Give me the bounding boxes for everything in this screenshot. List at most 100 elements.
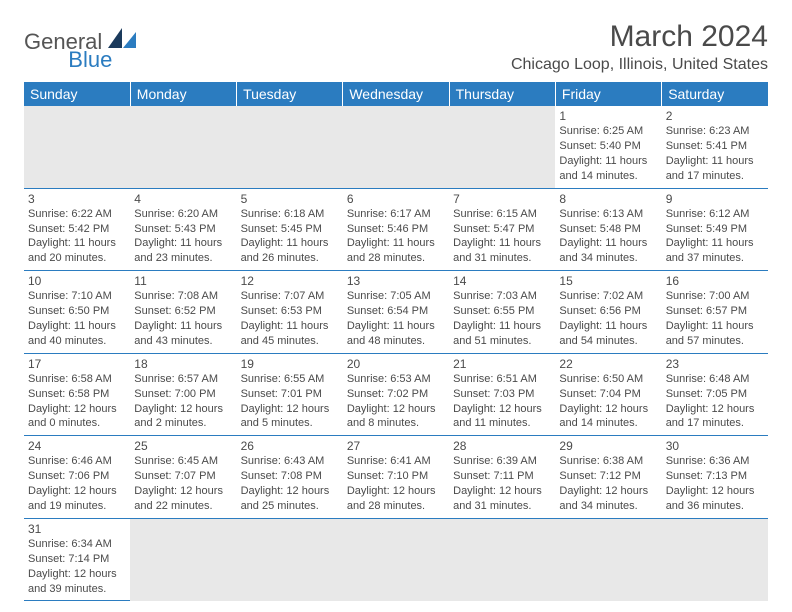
sunset-text: Sunset: 6:56 PM: [559, 304, 657, 319]
sunset-text: Sunset: 7:14 PM: [28, 552, 126, 567]
sunset-text: Sunset: 6:50 PM: [28, 304, 126, 319]
daylight-text: Daylight: 12 hours and 5 minutes.: [241, 402, 339, 432]
daylight-text: Daylight: 12 hours and 25 minutes.: [241, 484, 339, 514]
sunset-text: Sunset: 6:53 PM: [241, 304, 339, 319]
day-cell: 7Sunrise: 6:15 AMSunset: 5:47 PMDaylight…: [449, 188, 555, 271]
day-cell: [449, 106, 555, 188]
day-number: 11: [134, 273, 232, 289]
daylight-text: Daylight: 11 hours and 48 minutes.: [347, 319, 445, 349]
sunrise-text: Sunrise: 6:34 AM: [28, 537, 126, 552]
day-number: 17: [28, 356, 126, 372]
day-cell: 29Sunrise: 6:38 AMSunset: 7:12 PMDayligh…: [555, 436, 661, 519]
day-number: 4: [134, 191, 232, 207]
daylight-text: Daylight: 11 hours and 14 minutes.: [559, 154, 657, 184]
daylight-text: Daylight: 12 hours and 0 minutes.: [28, 402, 126, 432]
day-number: 14: [453, 273, 551, 289]
day-header-monday: Monday: [130, 82, 236, 106]
sunset-text: Sunset: 7:06 PM: [28, 469, 126, 484]
daylight-text: Daylight: 11 hours and 51 minutes.: [453, 319, 551, 349]
sunrise-text: Sunrise: 6:38 AM: [559, 454, 657, 469]
sunset-text: Sunset: 6:52 PM: [134, 304, 232, 319]
day-number: 9: [666, 191, 764, 207]
day-number: 5: [241, 191, 339, 207]
day-header-row: Sunday Monday Tuesday Wednesday Thursday…: [24, 82, 768, 106]
calendar-table: Sunday Monday Tuesday Wednesday Thursday…: [24, 82, 768, 601]
sunrise-text: Sunrise: 6:50 AM: [559, 372, 657, 387]
day-number: 31: [28, 521, 126, 537]
sunrise-text: Sunrise: 6:12 AM: [666, 207, 764, 222]
daylight-text: Daylight: 11 hours and 26 minutes.: [241, 236, 339, 266]
week-row: 1Sunrise: 6:25 AMSunset: 5:40 PMDaylight…: [24, 106, 768, 188]
day-number: 12: [241, 273, 339, 289]
week-row: 3Sunrise: 6:22 AMSunset: 5:42 PMDaylight…: [24, 188, 768, 271]
daylight-text: Daylight: 11 hours and 37 minutes.: [666, 236, 764, 266]
sunset-text: Sunset: 7:01 PM: [241, 387, 339, 402]
day-cell: [24, 106, 130, 188]
day-number: 15: [559, 273, 657, 289]
sunrise-text: Sunrise: 7:07 AM: [241, 289, 339, 304]
day-number: 22: [559, 356, 657, 372]
sunrise-text: Sunrise: 6:48 AM: [666, 372, 764, 387]
day-cell: 17Sunrise: 6:58 AMSunset: 6:58 PMDayligh…: [24, 353, 130, 436]
sunset-text: Sunset: 7:13 PM: [666, 469, 764, 484]
day-cell: 26Sunrise: 6:43 AMSunset: 7:08 PMDayligh…: [237, 436, 343, 519]
day-cell: 9Sunrise: 6:12 AMSunset: 5:49 PMDaylight…: [662, 188, 768, 271]
day-cell: 6Sunrise: 6:17 AMSunset: 5:46 PMDaylight…: [343, 188, 449, 271]
day-cell: 31Sunrise: 6:34 AMSunset: 7:14 PMDayligh…: [24, 518, 130, 601]
day-number: 24: [28, 438, 126, 454]
daylight-text: Daylight: 12 hours and 11 minutes.: [453, 402, 551, 432]
daylight-text: Daylight: 11 hours and 45 minutes.: [241, 319, 339, 349]
sunrise-text: Sunrise: 6:43 AM: [241, 454, 339, 469]
sunrise-text: Sunrise: 6:51 AM: [453, 372, 551, 387]
daylight-text: Daylight: 11 hours and 17 minutes.: [666, 154, 764, 184]
week-row: 31Sunrise: 6:34 AMSunset: 7:14 PMDayligh…: [24, 518, 768, 601]
day-cell: 5Sunrise: 6:18 AMSunset: 5:45 PMDaylight…: [237, 188, 343, 271]
daylight-text: Daylight: 12 hours and 8 minutes.: [347, 402, 445, 432]
sunrise-text: Sunrise: 6:58 AM: [28, 372, 126, 387]
day-number: 6: [347, 191, 445, 207]
sunrise-text: Sunrise: 7:00 AM: [666, 289, 764, 304]
daylight-text: Daylight: 12 hours and 14 minutes.: [559, 402, 657, 432]
sunrise-text: Sunrise: 6:36 AM: [666, 454, 764, 469]
sunset-text: Sunset: 5:47 PM: [453, 222, 551, 237]
sunset-text: Sunset: 7:04 PM: [559, 387, 657, 402]
sunset-text: Sunset: 7:07 PM: [134, 469, 232, 484]
logo-sail-icon: [108, 28, 136, 53]
day-cell: 4Sunrise: 6:20 AMSunset: 5:43 PMDaylight…: [130, 188, 236, 271]
day-cell: [662, 518, 768, 601]
sunset-text: Sunset: 5:48 PM: [559, 222, 657, 237]
daylight-text: Daylight: 11 hours and 31 minutes.: [453, 236, 551, 266]
day-cell: [130, 106, 236, 188]
sunrise-text: Sunrise: 7:05 AM: [347, 289, 445, 304]
sunrise-text: Sunrise: 6:23 AM: [666, 124, 764, 139]
week-row: 17Sunrise: 6:58 AMSunset: 6:58 PMDayligh…: [24, 353, 768, 436]
day-cell: [343, 106, 449, 188]
calendar-body: 1Sunrise: 6:25 AMSunset: 5:40 PMDaylight…: [24, 106, 768, 601]
day-cell: [237, 518, 343, 601]
day-header-sunday: Sunday: [24, 82, 130, 106]
title-block: March 2024 Chicago Loop, Illinois, Unite…: [511, 20, 768, 74]
sunset-text: Sunset: 5:49 PM: [666, 222, 764, 237]
day-header-friday: Friday: [555, 82, 661, 106]
day-cell: 2Sunrise: 6:23 AMSunset: 5:41 PMDaylight…: [662, 106, 768, 188]
day-number: 3: [28, 191, 126, 207]
day-cell: 27Sunrise: 6:41 AMSunset: 7:10 PMDayligh…: [343, 436, 449, 519]
day-cell: 13Sunrise: 7:05 AMSunset: 6:54 PMDayligh…: [343, 271, 449, 354]
sunrise-text: Sunrise: 6:53 AM: [347, 372, 445, 387]
day-number: 18: [134, 356, 232, 372]
day-header-wednesday: Wednesday: [343, 82, 449, 106]
sunset-text: Sunset: 6:55 PM: [453, 304, 551, 319]
day-number: 25: [134, 438, 232, 454]
day-number: 29: [559, 438, 657, 454]
daylight-text: Daylight: 11 hours and 43 minutes.: [134, 319, 232, 349]
sunrise-text: Sunrise: 6:41 AM: [347, 454, 445, 469]
sunrise-text: Sunrise: 6:17 AM: [347, 207, 445, 222]
sunset-text: Sunset: 6:54 PM: [347, 304, 445, 319]
daylight-text: Daylight: 12 hours and 39 minutes.: [28, 567, 126, 597]
day-cell: 12Sunrise: 7:07 AMSunset: 6:53 PMDayligh…: [237, 271, 343, 354]
day-number: 30: [666, 438, 764, 454]
week-row: 10Sunrise: 7:10 AMSunset: 6:50 PMDayligh…: [24, 271, 768, 354]
sunset-text: Sunset: 5:42 PM: [28, 222, 126, 237]
day-cell: [555, 518, 661, 601]
day-cell: 25Sunrise: 6:45 AMSunset: 7:07 PMDayligh…: [130, 436, 236, 519]
